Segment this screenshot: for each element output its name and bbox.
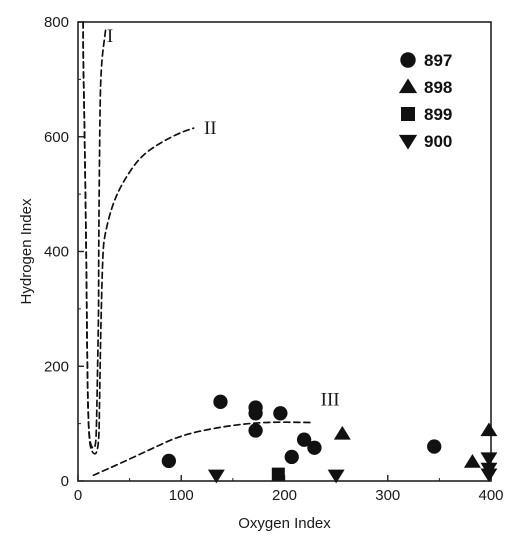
data-point-897 xyxy=(248,423,263,438)
y-tick-label: 200 xyxy=(44,358,69,375)
data-point-897 xyxy=(213,394,228,409)
axes: 0 100 200 300 400 0 200 400 600 800 xyxy=(44,14,504,504)
y-tick-label: 0 xyxy=(61,473,69,490)
y-tick-label: 800 xyxy=(44,14,69,31)
data-point-899 xyxy=(271,467,285,481)
data-point-897 xyxy=(296,432,312,447)
data-point-898 xyxy=(480,422,498,437)
data-point-897 xyxy=(427,439,442,454)
data-point-897 xyxy=(248,406,263,421)
data-point-898 xyxy=(333,425,351,440)
y-axis-title: Hydrogen Index xyxy=(18,198,35,304)
legend-marker-897 xyxy=(400,52,416,68)
x-tick-label: 300 xyxy=(375,487,400,504)
y-tick-label: 400 xyxy=(44,244,69,261)
data-points xyxy=(161,394,498,484)
curve-label-I: I xyxy=(107,26,113,47)
data-point-897 xyxy=(161,453,177,469)
legend-label-897: 897 xyxy=(424,51,452,70)
legend: 897 898 899 900 xyxy=(398,51,452,151)
x-tick-label: 400 xyxy=(478,487,503,504)
data-point-900 xyxy=(480,452,498,467)
x-axis-title: Oxygen Index xyxy=(238,515,331,532)
legend-label-898: 898 xyxy=(424,78,452,97)
legend-marker-900 xyxy=(398,134,418,150)
data-point-897 xyxy=(284,449,299,465)
data-point-900 xyxy=(480,468,498,483)
curve-label-II: II xyxy=(204,118,217,139)
data-point-897 xyxy=(273,406,288,421)
data-point-900 xyxy=(207,469,225,484)
y-tick-label: 600 xyxy=(44,129,69,146)
curve-III xyxy=(92,421,312,477)
data-point-900 xyxy=(327,469,345,484)
legend-label-900: 900 xyxy=(424,132,452,151)
curve-label-III: III xyxy=(321,389,340,410)
data-point-897 xyxy=(307,440,322,455)
curve-II xyxy=(82,21,195,455)
x-tick-label: 100 xyxy=(169,487,194,504)
data-point-898 xyxy=(463,454,481,468)
legend-marker-899 xyxy=(401,107,415,121)
legend-label-899: 899 xyxy=(424,105,452,124)
legend-marker-898 xyxy=(398,78,418,94)
x-tick-label: 0 xyxy=(74,487,82,504)
x-tick-label: 200 xyxy=(272,487,297,504)
